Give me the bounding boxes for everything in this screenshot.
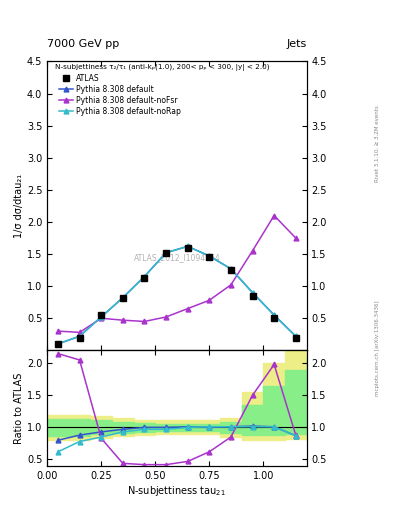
Y-axis label: 1/σ dσ/dtau₂₁: 1/σ dσ/dtau₂₁	[14, 174, 24, 238]
Text: Rivet 3.1.10, ≥ 3.2M events: Rivet 3.1.10, ≥ 3.2M events	[375, 105, 380, 182]
Legend: ATLAS, Pythia 8.308 default, Pythia 8.308 default-noFsr, Pythia 8.308 default-no: ATLAS, Pythia 8.308 default, Pythia 8.30…	[56, 71, 184, 119]
Text: mcplots.cern.ch [arXiv:1306.3436]: mcplots.cern.ch [arXiv:1306.3436]	[375, 301, 380, 396]
Text: 7000 GeV pp: 7000 GeV pp	[47, 38, 119, 49]
Text: N-subjettiness τ₂/τ₁ (anti-kₚ(1.0), 200< pₚ < 300, |y| < 2.0): N-subjettiness τ₂/τ₁ (anti-kₚ(1.0), 200<…	[55, 65, 270, 71]
Y-axis label: Ratio to ATLAS: Ratio to ATLAS	[14, 372, 24, 444]
X-axis label: N-subjettiness tau$_{21}$: N-subjettiness tau$_{21}$	[127, 483, 226, 498]
Text: Jets: Jets	[286, 38, 307, 49]
Text: ATLAS_2012_I1094564: ATLAS_2012_I1094564	[134, 253, 220, 263]
